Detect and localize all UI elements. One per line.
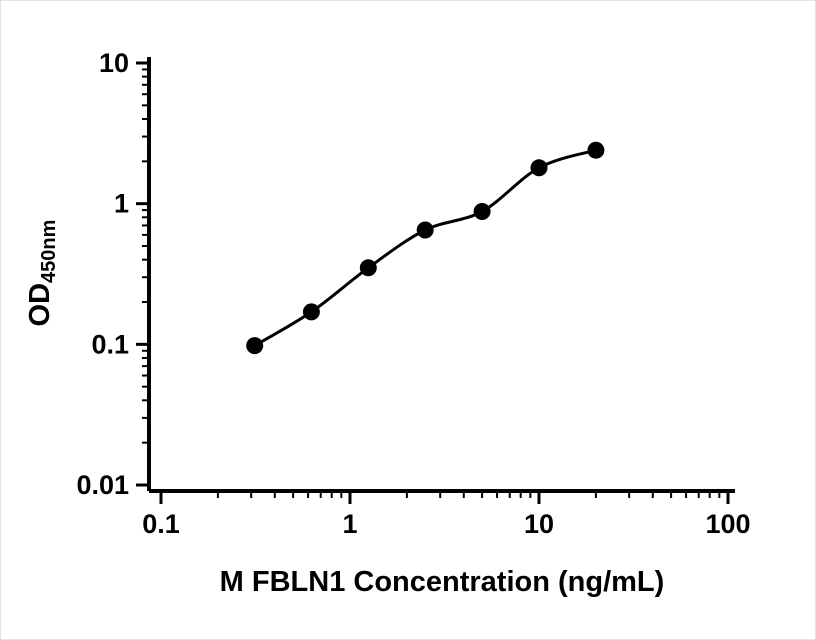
data-point (530, 159, 548, 177)
data-point (359, 259, 377, 277)
y-axis-title: OD450nm (24, 220, 60, 327)
data-point (473, 203, 491, 220)
x-tick-label: 10 (524, 509, 554, 539)
data-point (246, 337, 264, 355)
y-tick-label: 0.01 (76, 470, 129, 500)
data-point (302, 303, 320, 321)
x-tick-label: 0.1 (142, 509, 180, 539)
x-tick-label: 100 (705, 509, 750, 539)
y-tick-label: 10 (99, 48, 129, 78)
y-tick-label: 0.1 (91, 329, 129, 359)
y-tick-label: 1 (114, 189, 129, 219)
x-axis-title: M FBLN1 Concentration (ng/mL) (220, 566, 665, 598)
data-point (416, 221, 434, 239)
data-point (587, 141, 605, 159)
x-tick-label: 1 (342, 509, 357, 539)
